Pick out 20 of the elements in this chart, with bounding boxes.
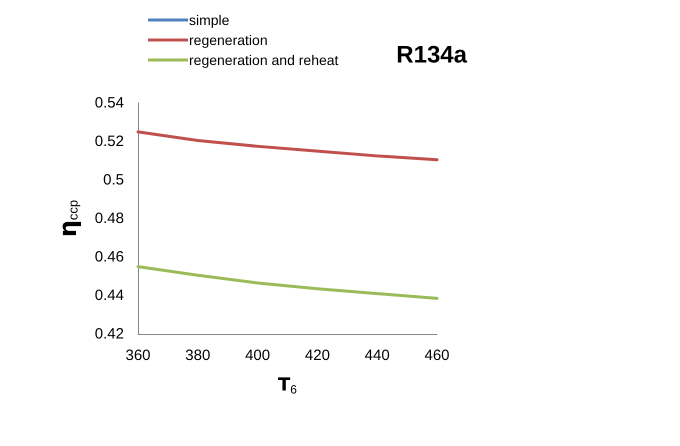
x-tick-label: 420 — [304, 347, 330, 364]
y-tick-label: 0.48 — [94, 210, 124, 227]
y-tick-label: 0.54 — [94, 94, 124, 112]
x-tick-label: 460 — [424, 347, 450, 364]
legend-label: regeneration and reheat — [189, 52, 339, 68]
y-axis-title: ηccp — [54, 200, 82, 238]
y-tick-label: 0.44 — [94, 287, 124, 304]
legend-label: regeneration — [189, 32, 268, 48]
y-tick-label: 0.46 — [94, 248, 124, 266]
y-tick-label: 0.5 — [103, 172, 124, 188]
x-tick-label: 380 — [185, 347, 210, 364]
x-tick-label: 360 — [125, 347, 151, 364]
x-tick-label: 400 — [245, 347, 270, 364]
line-series — [136, 265, 438, 300]
y-tick-label: 0.52 — [94, 133, 124, 150]
y-tick-label: 0.42 — [94, 326, 124, 342]
x-tick-label: 440 — [364, 347, 390, 364]
legend-label: simple — [189, 12, 230, 28]
line-series — [136, 130, 438, 162]
chart-title: R134a — [396, 42, 468, 68]
